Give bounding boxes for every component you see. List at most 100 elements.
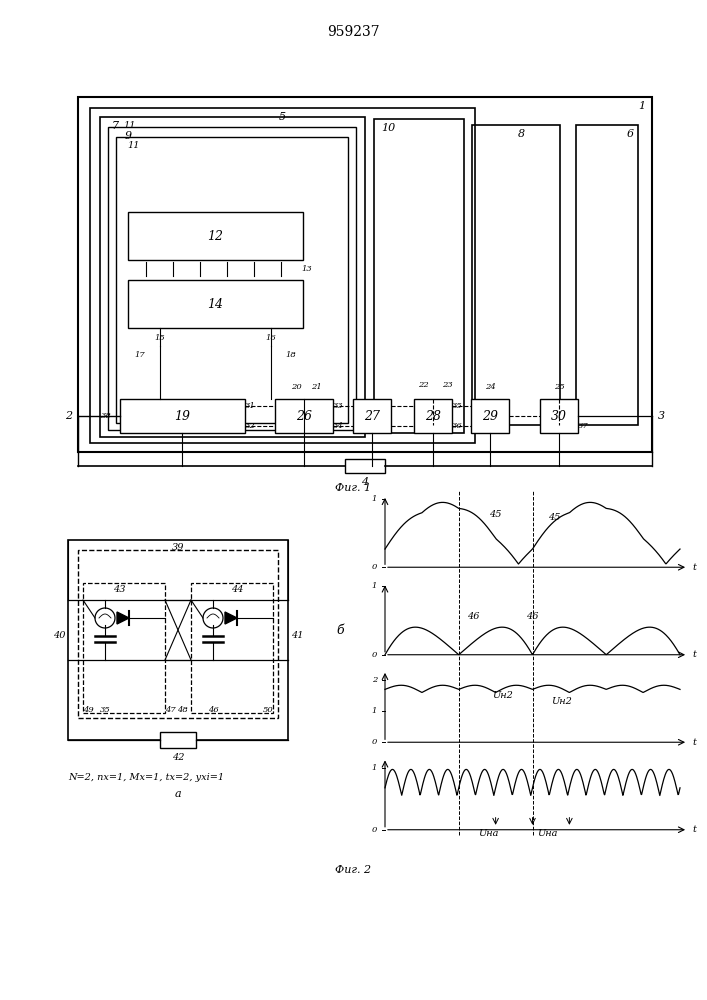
Bar <box>191 583 273 713</box>
Text: 9: 9 <box>124 131 132 141</box>
Text: 4: 4 <box>361 477 368 487</box>
Text: 46: 46 <box>208 706 218 714</box>
Text: 49: 49 <box>83 706 93 714</box>
Text: 3: 3 <box>658 411 665 421</box>
Text: 20: 20 <box>291 383 301 391</box>
Text: 2: 2 <box>66 411 73 421</box>
Text: 18: 18 <box>286 351 296 359</box>
Text: 1: 1 <box>372 764 377 772</box>
Text: Фиг. 2: Фиг. 2 <box>335 865 371 875</box>
Text: 50: 50 <box>262 706 274 714</box>
Text: 35: 35 <box>452 402 462 410</box>
Text: 42: 42 <box>172 754 185 762</box>
Text: 26: 26 <box>296 410 312 422</box>
Bar <box>100 117 365 437</box>
Text: 32: 32 <box>245 422 255 430</box>
Text: б: б <box>337 624 344 637</box>
Bar <box>120 399 245 433</box>
Text: Фиг. 1: Фиг. 1 <box>335 483 371 493</box>
Text: 41: 41 <box>291 631 303 640</box>
Text: 46: 46 <box>467 612 480 621</box>
Text: a: a <box>175 789 181 799</box>
Bar <box>90 108 475 443</box>
Text: 36: 36 <box>452 422 462 430</box>
Text: 6: 6 <box>626 129 633 139</box>
Bar <box>78 97 652 452</box>
Text: 8: 8 <box>518 129 525 139</box>
Text: 47: 47 <box>165 706 175 714</box>
Text: 0: 0 <box>372 738 377 746</box>
Text: 38: 38 <box>100 412 112 420</box>
Text: 30: 30 <box>551 410 567 422</box>
Bar <box>540 399 578 433</box>
Bar <box>471 399 509 433</box>
Text: 35: 35 <box>100 706 110 714</box>
Text: Uн2: Uн2 <box>551 697 573 706</box>
Text: 19: 19 <box>174 410 190 422</box>
Bar <box>576 125 638 425</box>
Text: 1: 1 <box>638 101 645 111</box>
Bar <box>116 137 348 423</box>
Text: 1: 1 <box>372 582 377 590</box>
Text: 45: 45 <box>549 513 561 522</box>
Bar <box>83 583 165 713</box>
Text: 46: 46 <box>526 612 539 621</box>
Bar <box>374 119 464 433</box>
Bar <box>108 127 356 430</box>
Text: 37: 37 <box>578 422 588 430</box>
Text: 5: 5 <box>279 112 286 122</box>
Text: 43: 43 <box>112 585 125 594</box>
Text: Uна: Uна <box>478 829 498 838</box>
Text: N=2, nx=1, Mx=1, tx=2, yxi=1: N=2, nx=1, Mx=1, tx=2, yxi=1 <box>68 774 224 782</box>
Text: 17: 17 <box>134 351 146 359</box>
Text: 959237: 959237 <box>327 25 380 39</box>
Text: 22: 22 <box>418 381 428 389</box>
Text: t: t <box>692 563 696 572</box>
Text: Uна: Uна <box>537 829 558 838</box>
Text: t: t <box>692 738 696 747</box>
Text: 23: 23 <box>442 381 452 389</box>
Bar <box>128 280 303 328</box>
Text: 29: 29 <box>482 410 498 422</box>
Bar <box>345 459 385 473</box>
Text: 24: 24 <box>484 383 496 391</box>
Text: t: t <box>692 650 696 659</box>
Text: 0: 0 <box>372 651 377 659</box>
Text: 33: 33 <box>332 402 344 410</box>
Text: 21: 21 <box>310 383 322 391</box>
Text: 48: 48 <box>177 706 187 714</box>
Text: 0: 0 <box>372 826 377 834</box>
Text: 39: 39 <box>172 544 185 552</box>
Text: 10: 10 <box>381 123 395 133</box>
Text: 1: 1 <box>372 495 377 503</box>
Text: 13: 13 <box>301 265 312 273</box>
Text: 12: 12 <box>207 230 223 242</box>
Text: 7: 7 <box>112 121 119 131</box>
Text: 27: 27 <box>364 410 380 422</box>
Bar <box>160 732 196 748</box>
Text: 28: 28 <box>425 410 441 422</box>
Bar <box>353 399 391 433</box>
Bar <box>414 399 452 433</box>
Bar <box>472 125 560 425</box>
Text: 1: 1 <box>372 707 377 715</box>
Bar <box>68 540 288 740</box>
Text: 44: 44 <box>230 585 243 594</box>
Polygon shape <box>117 612 129 624</box>
Text: 15: 15 <box>155 334 165 342</box>
Bar <box>275 399 333 433</box>
Text: 45: 45 <box>489 510 502 519</box>
Text: 40: 40 <box>53 631 65 640</box>
Text: 11: 11 <box>124 121 136 130</box>
Text: 2: 2 <box>372 676 377 684</box>
Text: 25: 25 <box>554 383 564 391</box>
Text: Uн2: Uн2 <box>493 691 513 700</box>
Bar <box>128 212 303 260</box>
Text: 11: 11 <box>128 141 140 150</box>
Bar <box>78 550 278 718</box>
Text: 0: 0 <box>372 563 377 571</box>
Text: 16: 16 <box>266 334 276 342</box>
Text: 31: 31 <box>245 402 255 410</box>
Text: 34: 34 <box>332 422 344 430</box>
Polygon shape <box>225 612 237 624</box>
